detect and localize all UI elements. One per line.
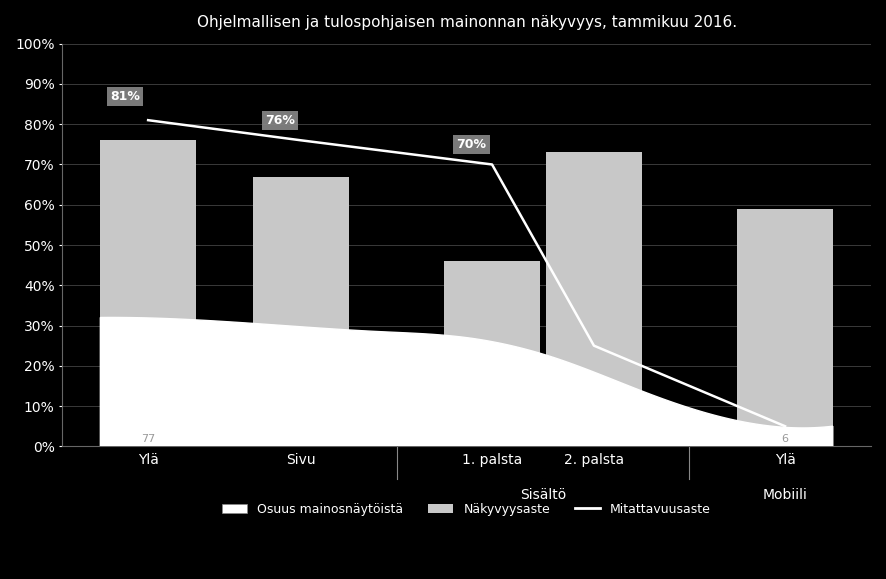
Bar bbox=[100, 140, 196, 446]
Text: 81%: 81% bbox=[110, 90, 140, 103]
Bar bbox=[253, 177, 349, 446]
Text: Mobiili: Mobiili bbox=[763, 488, 807, 502]
Bar bbox=[444, 261, 540, 446]
Legend: Osuus mainosnäytöistä, Näkyvyysaste, Mitattavuusaste: Osuus mainosnäytöistä, Näkyvyysaste, Mit… bbox=[217, 497, 716, 521]
Text: Sisältö: Sisältö bbox=[520, 488, 566, 502]
Title: Ohjelmallisen ja tulospohjaisen mainonnan näkyvyys, tammikuu 2016.: Ohjelmallisen ja tulospohjaisen mainonna… bbox=[197, 15, 736, 30]
Text: 6: 6 bbox=[781, 434, 789, 444]
Bar bbox=[546, 152, 641, 446]
Text: 76%: 76% bbox=[265, 114, 295, 127]
Bar bbox=[737, 209, 833, 446]
Polygon shape bbox=[100, 317, 833, 446]
Text: 77: 77 bbox=[141, 434, 155, 444]
Text: 70%: 70% bbox=[456, 138, 486, 151]
